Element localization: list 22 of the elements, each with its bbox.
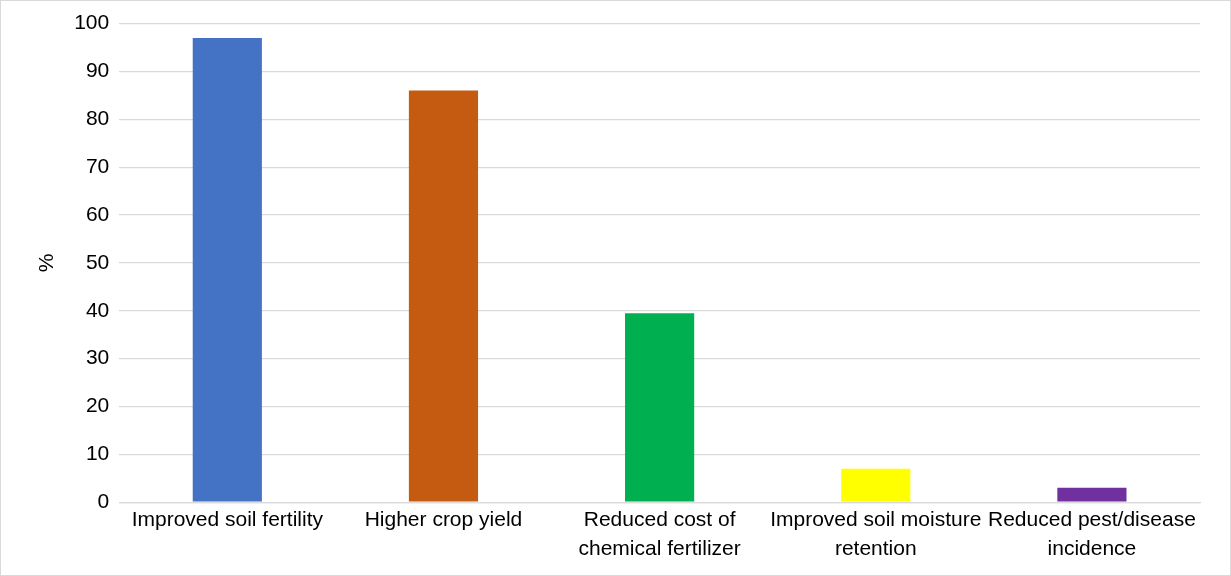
y-tick-label: 100 (74, 10, 110, 34)
y-tick-label: 20 (85, 393, 110, 417)
x-tick-label: Reduced cost of chemical fertilizer (578, 506, 741, 560)
y-tick-label: 80 (85, 106, 110, 130)
y-tick-label: 40 (85, 297, 110, 321)
y-tick-label: 0 (97, 489, 110, 512)
x-tick-label: Improved soil fertility (131, 506, 324, 530)
bar (192, 37, 262, 502)
x-tick-label: Higher crop yield (364, 506, 523, 530)
y-axis-title: % (34, 253, 58, 273)
x-tick-label: Improved soil moisture retention (770, 506, 982, 560)
bar (841, 468, 911, 502)
y-tick-label: 60 (85, 201, 110, 225)
y-tick-label: 30 (85, 345, 110, 369)
x-tick-label: Reduced pest/disease incidence (988, 506, 1196, 560)
bar (1057, 487, 1127, 502)
bar (408, 90, 479, 502)
bar (625, 313, 695, 502)
y-tick-label: 90 (85, 58, 110, 82)
y-tick-label: 10 (85, 441, 110, 465)
y-tick-label: 70 (85, 153, 110, 177)
y-tick-label: 50 (85, 249, 110, 273)
